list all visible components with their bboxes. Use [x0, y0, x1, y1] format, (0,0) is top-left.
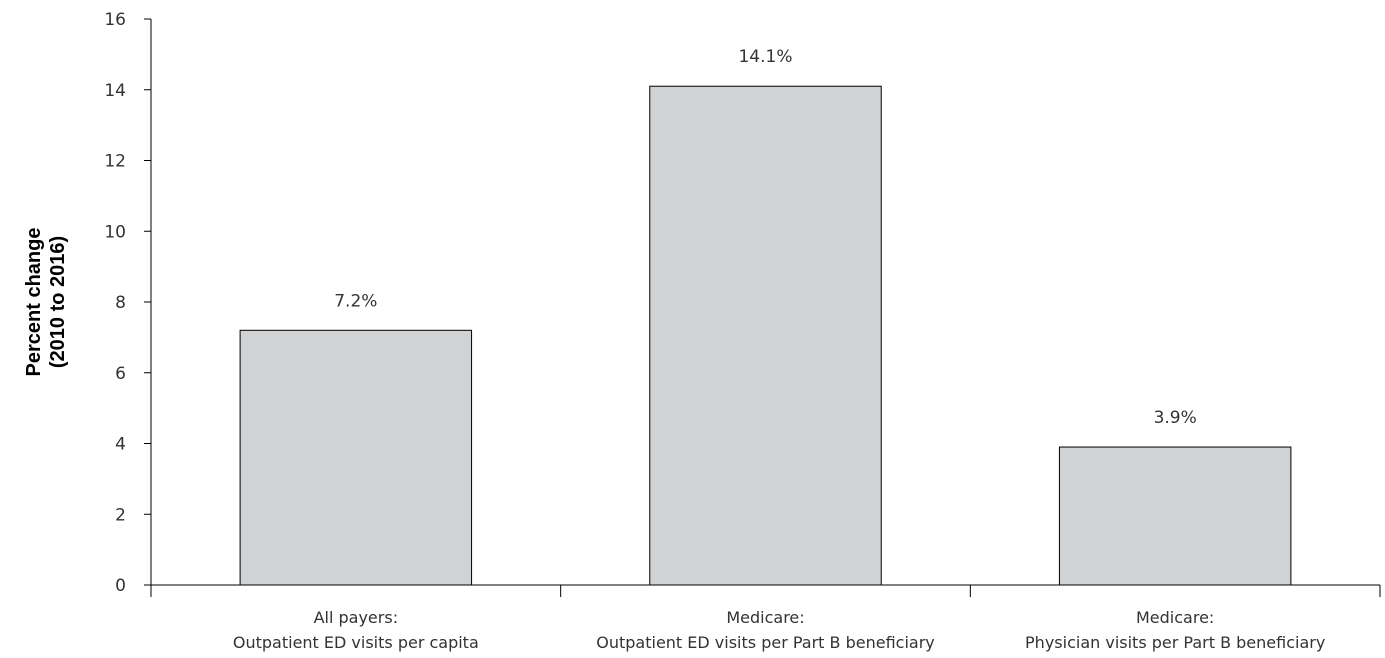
y-axis: 0 2 4 6 8 10 12 14 16 [104, 10, 152, 596]
y-tick-label: 12 [104, 152, 126, 172]
data-label: 7.2% [334, 291, 377, 311]
category-label: Medicare: [1136, 608, 1214, 627]
y-tick-label: 2 [115, 505, 126, 525]
data-label: 14.1% [738, 47, 792, 67]
y-tick-label: 6 [115, 364, 126, 384]
data-labels: 7.2% 14.1% 3.9% [334, 47, 1197, 428]
category-label: Outpatient ED visits per capita [233, 633, 479, 652]
y-tick-label: 8 [115, 293, 126, 313]
bar [1058, 446, 1292, 586]
category-label: Physician visits per Part B beneficiary [1025, 633, 1325, 652]
y-axis-label-line: (2010 to 2016) [47, 236, 69, 368]
y-tick-label: 10 [104, 222, 126, 242]
category-label: All payers: [314, 608, 399, 627]
category-label: Medicare: [726, 608, 804, 627]
y-tick-label: 14 [104, 81, 126, 101]
bar [239, 329, 473, 586]
y-axis-title: Percent change (2010 to 2016) [23, 228, 69, 377]
y-tick-label: 16 [104, 10, 126, 30]
data-label: 3.9% [1154, 408, 1197, 428]
y-tick-label: 0 [115, 576, 126, 596]
category-label: Outpatient ED visits per Part B benefici… [596, 633, 935, 652]
y-axis-label-line: Percent change [23, 228, 45, 377]
bars [239, 85, 1292, 586]
y-axis-label: Percent change (2010 to 2016) [23, 228, 69, 377]
y-tick-label: 4 [115, 435, 126, 455]
bar [649, 85, 882, 586]
category-labels: All payers: Outpatient ED visits per capi… [233, 608, 1325, 652]
x-axis [150, 584, 1381, 597]
